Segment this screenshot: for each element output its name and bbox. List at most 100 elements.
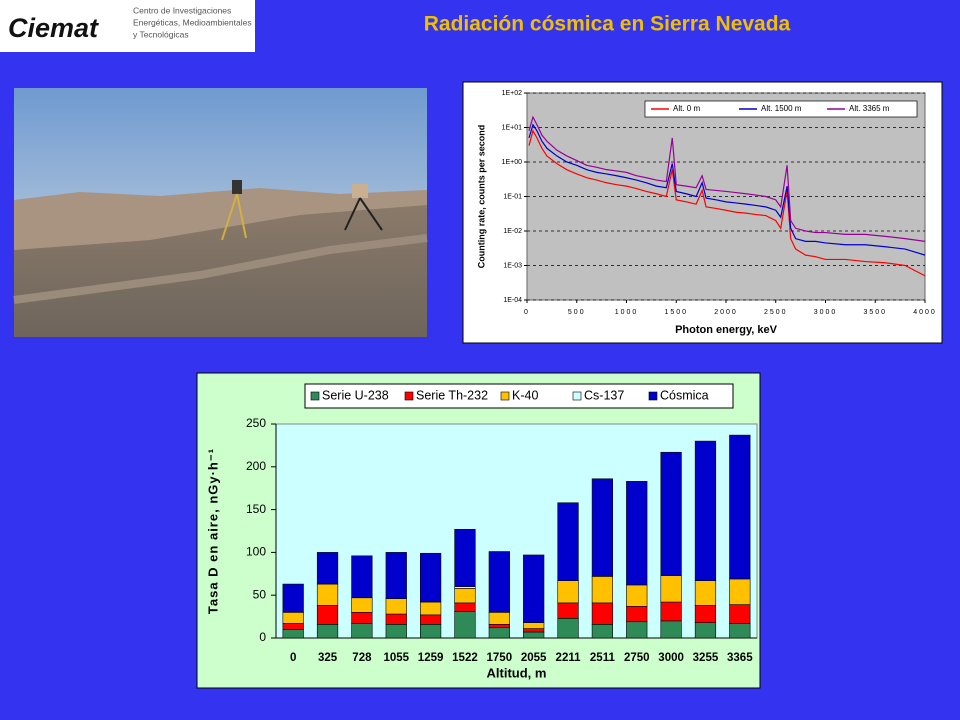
x-tick-label: 325	[318, 652, 338, 664]
y-tick-label: 50	[253, 587, 267, 601]
bar-segment	[454, 611, 476, 639]
x-axis-label: Altitud, m	[487, 665, 547, 680]
bar-segment	[488, 627, 510, 639]
bar-segment	[694, 605, 717, 623]
bar-segment	[351, 612, 373, 624]
legend-swatch	[310, 391, 320, 401]
bar-segment	[523, 622, 545, 629]
bar-segment	[351, 623, 373, 639]
bar-segment	[626, 481, 648, 586]
legend-label: Alt. 3365 m	[849, 104, 890, 113]
legend-label: Alt. 1500 m	[761, 104, 802, 113]
y-axis-label: Counting rate, counts per second	[476, 125, 486, 269]
x-tick-label: 3365	[727, 652, 753, 664]
x-tick-label: 2511	[590, 652, 616, 664]
bar-segment	[626, 606, 648, 623]
legend-label: Serie U-238	[322, 388, 389, 402]
logo-line: y Tecnológicas	[133, 29, 189, 39]
y-tick-label: 150	[246, 502, 266, 516]
x-tick-label: 1522	[452, 652, 478, 664]
bar-segment	[523, 554, 545, 623]
x-tick-label: 3000	[658, 652, 684, 664]
x-tick-label: 2750	[624, 652, 650, 664]
bar-segment	[660, 451, 682, 576]
bar-segment	[557, 618, 579, 639]
bar-segment	[660, 575, 682, 603]
y-tick-label: 100	[246, 545, 266, 559]
bar-segment	[626, 584, 648, 607]
bar-segment	[488, 551, 510, 613]
bar-segment	[591, 478, 613, 577]
x-tick-label: 2055	[521, 652, 547, 664]
y-tick-label: 1E-04	[503, 297, 522, 304]
x-tick-label: 0	[524, 309, 530, 316]
bar-segment	[660, 620, 682, 639]
bar-segment	[316, 605, 339, 625]
bar-segment	[282, 612, 304, 624]
bar-segment	[523, 628, 545, 633]
bar-segment	[557, 502, 579, 581]
y-tick-label: 1E+00	[502, 159, 523, 166]
bar-segment	[591, 576, 613, 604]
bar-segment	[694, 622, 717, 639]
legend-label: K-40	[512, 388, 538, 402]
bar-segment	[282, 623, 304, 630]
x-tick-label: 4000	[913, 309, 937, 316]
bar-segment	[729, 578, 751, 605]
bar-segment	[591, 624, 613, 639]
legend-label: Cósmica	[660, 388, 709, 402]
bar-segment	[557, 602, 579, 619]
x-tick-label: 1750	[487, 652, 513, 664]
x-tick-label: 2211	[556, 652, 582, 664]
spectrum-line	[528, 129, 926, 277]
bar-segment	[694, 580, 717, 606]
bar-segment	[660, 601, 682, 622]
bar-segment	[729, 434, 751, 580]
bar-segment	[626, 621, 648, 639]
x-tick-label: 500	[568, 309, 586, 316]
x-tick-label: 1055	[383, 652, 409, 664]
legend-label: Cs-137	[584, 388, 624, 402]
bar-segment	[351, 555, 373, 599]
bar-segment	[523, 631, 545, 639]
bar-segment	[282, 629, 304, 639]
bar-segment	[729, 604, 751, 624]
legend-swatch	[648, 391, 658, 401]
y-tick-label: 1E-01	[503, 193, 522, 200]
x-tick-label: 728	[352, 652, 372, 664]
bar-segment	[316, 583, 339, 606]
y-tick-label: 1E-02	[503, 228, 522, 235]
logo: Ciemat	[8, 13, 99, 43]
x-tick-label: 3000	[814, 309, 838, 316]
bar-segment	[385, 613, 407, 625]
bar-segment	[385, 624, 407, 639]
y-tick-label: 250	[246, 416, 266, 430]
bar-segment	[419, 601, 442, 616]
spectrum-line	[528, 115, 926, 242]
y-tick-label: 1E-03	[503, 262, 522, 269]
x-tick-label: 2500	[764, 309, 788, 316]
x-tick-label: 2000	[714, 309, 738, 316]
spectrum-line	[528, 123, 926, 256]
y-axis-label: Tasa D en aire, nGy·h⁻¹	[205, 448, 220, 614]
legend-box	[304, 383, 734, 409]
legend-box	[644, 100, 918, 118]
bar-segment	[454, 528, 476, 587]
logo-box	[0, 0, 255, 52]
photo	[13, 88, 428, 337]
bar-segment	[351, 597, 373, 613]
bar-segment	[385, 552, 407, 599]
bar-segment	[488, 612, 510, 625]
x-tick-label: 3500	[863, 309, 887, 316]
bar-segment	[454, 588, 476, 604]
bar-segment	[282, 583, 304, 613]
slide-title: Radiación cósmica en Sierra Nevada	[424, 13, 791, 36]
x-axis-label: Photon energy, keV	[675, 324, 778, 336]
y-tick-label: 0	[259, 630, 266, 644]
bar-segment	[591, 602, 613, 625]
legend-swatch	[572, 391, 582, 401]
bar-segment	[419, 624, 442, 639]
bar-segment	[729, 623, 751, 639]
